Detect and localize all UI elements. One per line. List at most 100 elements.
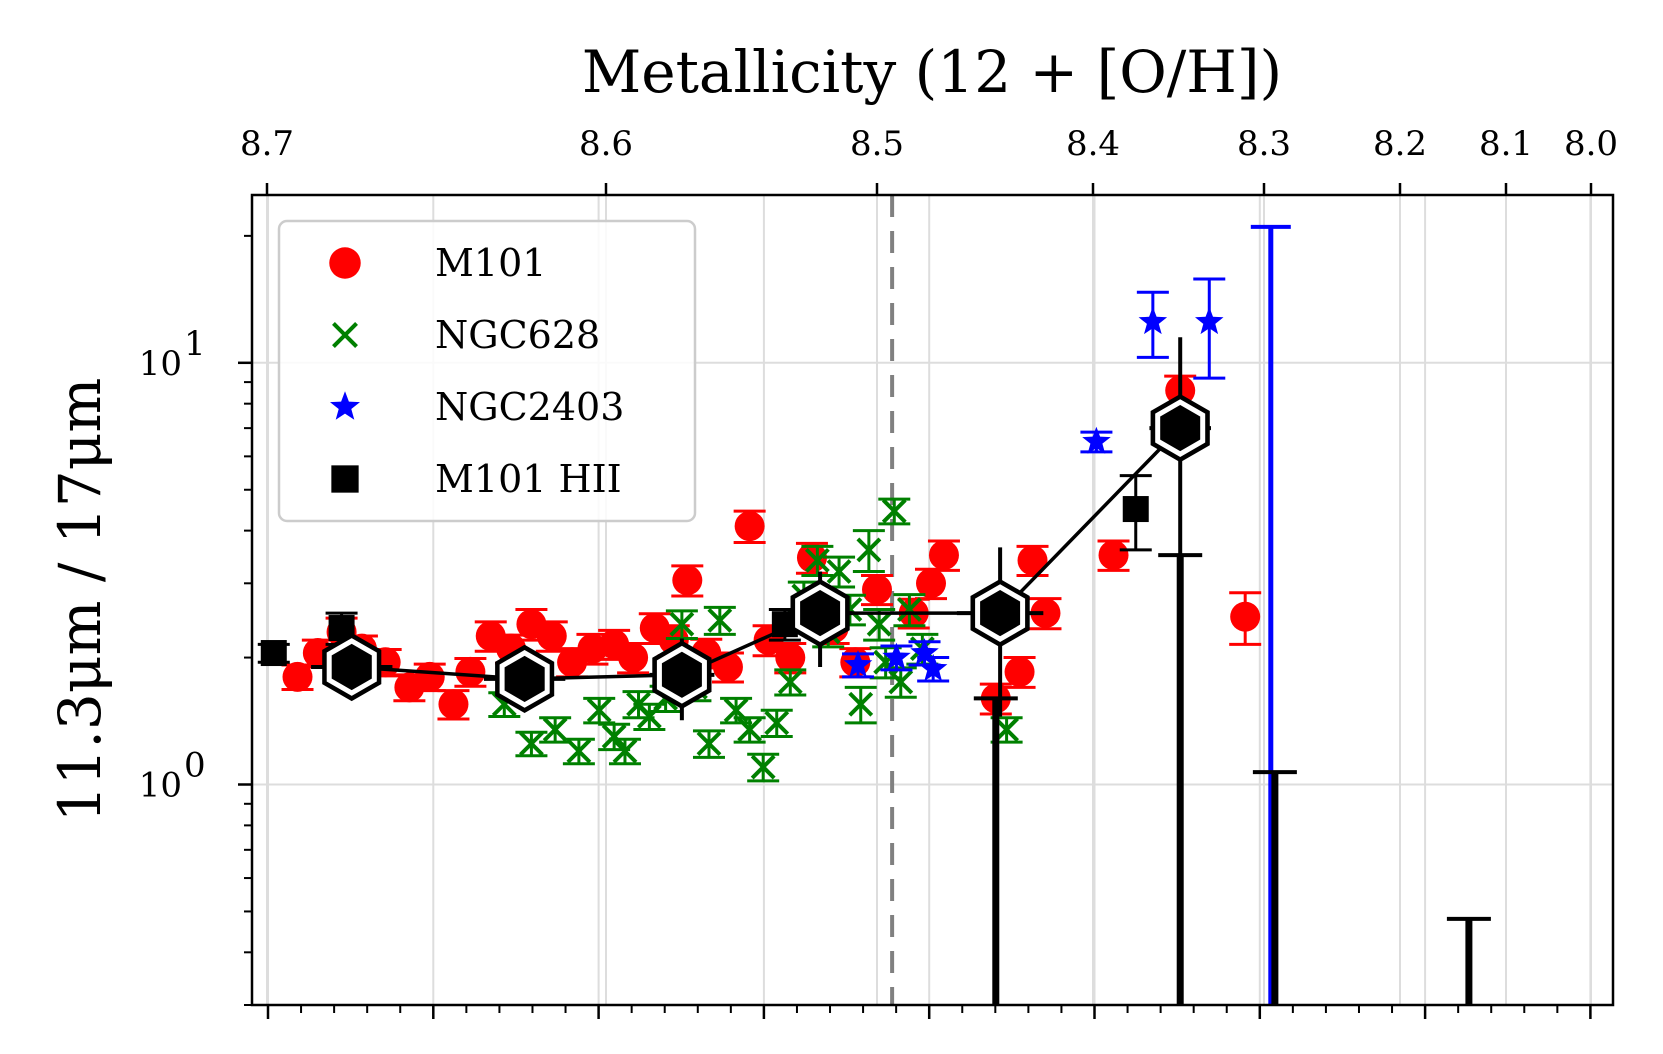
data-point-x xyxy=(856,537,882,563)
data-point-circle xyxy=(1004,656,1035,687)
legend-box xyxy=(277,219,697,523)
x-tick-label: 8.0 xyxy=(1564,124,1618,164)
legend-label: M101 xyxy=(435,241,546,285)
x-stroke xyxy=(804,547,830,573)
data-point-x xyxy=(764,710,790,736)
data-point-circle xyxy=(414,661,445,692)
data-point-circle xyxy=(1030,598,1061,629)
data-point-circle xyxy=(862,574,892,605)
binned-hexagon-ring xyxy=(326,638,377,696)
x-stroke xyxy=(696,731,722,757)
data-layer xyxy=(257,224,1491,1005)
data-point-star xyxy=(1138,306,1168,335)
x-tick-label: 8.7 xyxy=(240,124,294,164)
error-bar-ngc2403-extended xyxy=(1250,224,1291,1005)
x-stroke xyxy=(866,611,892,637)
x-stroke xyxy=(519,731,544,757)
data-point-x xyxy=(750,754,776,780)
legend: M101 NGC628 NGC2403 M101 HII xyxy=(277,219,697,523)
x-tick-label: 8.1 xyxy=(1479,124,1533,164)
x-tick-label: 8.6 xyxy=(579,124,633,164)
x-tick-label: 8.2 xyxy=(1373,124,1427,164)
x-stroke xyxy=(601,724,627,749)
x-stroke xyxy=(750,754,776,780)
data-point-star xyxy=(910,638,939,666)
upper-limit xyxy=(973,696,1018,1005)
x-stroke xyxy=(669,611,695,637)
data-point-x xyxy=(826,559,852,584)
error-bar xyxy=(1193,277,1226,380)
data-point-circle xyxy=(712,651,743,682)
data-point-circle xyxy=(1017,545,1048,576)
x-stroke xyxy=(737,717,763,742)
y-tick-label: 10 xyxy=(139,344,182,384)
data-point-x xyxy=(896,597,922,622)
data-point-x xyxy=(586,697,612,723)
data-point-square xyxy=(260,640,287,667)
data-point-circle xyxy=(1098,540,1129,571)
data-point-star xyxy=(330,391,360,420)
x-tick-label: 8.4 xyxy=(1066,124,1120,164)
data-point-circle xyxy=(329,247,361,279)
x-stroke xyxy=(848,691,874,717)
legend-entry: M101 xyxy=(329,241,546,285)
x-stroke xyxy=(542,717,568,742)
data-point-star xyxy=(918,653,948,681)
legend-entry: NGC2403 xyxy=(330,385,624,429)
x-stroke xyxy=(881,498,907,524)
upper-limit xyxy=(1446,916,1491,1005)
y-tick-exponent: 0 xyxy=(184,746,206,786)
data-point-x xyxy=(519,731,544,757)
plot-frame xyxy=(250,193,1615,1007)
binned-hexagon-ring xyxy=(975,584,1026,642)
y-axis-title: 11.3μm / 17μm xyxy=(46,378,114,823)
x-stroke xyxy=(707,607,733,633)
data-point-x xyxy=(332,322,358,348)
data-point-circle xyxy=(282,661,313,692)
data-point-circle xyxy=(672,565,703,596)
data-point-x xyxy=(612,738,638,764)
data-point-circle xyxy=(916,568,946,599)
data-point-square xyxy=(331,465,359,493)
legend-entry: M101 HII xyxy=(331,457,622,501)
y-tick-label: 10 xyxy=(139,766,182,806)
x-stroke xyxy=(826,559,852,584)
data-point-star xyxy=(1195,306,1224,335)
binned-point xyxy=(1149,337,1211,617)
data-point-star xyxy=(843,650,873,678)
binned-point xyxy=(787,571,853,667)
data-point-circle xyxy=(438,689,469,720)
data-point-x xyxy=(707,607,733,633)
data-point-x xyxy=(777,669,803,695)
data-point-x xyxy=(542,717,568,742)
series-binned xyxy=(311,337,1211,721)
x-stroke xyxy=(888,669,914,695)
x-stroke xyxy=(856,537,882,563)
binned-hexagon-ring xyxy=(795,584,846,642)
data-point-circle xyxy=(618,642,649,673)
x-stroke xyxy=(896,597,922,622)
binned-point xyxy=(956,547,1044,717)
data-point-x xyxy=(601,724,627,749)
binned-point xyxy=(483,644,566,714)
data-point-x xyxy=(888,669,914,695)
binned-hexagon-ring xyxy=(656,645,707,704)
legend-entry: NGC628 xyxy=(332,313,600,357)
x-stroke xyxy=(612,738,638,764)
binned-hexagon-ring xyxy=(1155,399,1206,457)
x-stroke xyxy=(777,669,803,695)
data-point-circle xyxy=(928,540,959,571)
data-point-square xyxy=(1122,496,1149,523)
data-point-x xyxy=(737,717,763,742)
data-point-star xyxy=(1082,426,1111,454)
series-ngc2403 xyxy=(842,277,1226,683)
x-stroke xyxy=(764,710,790,736)
upper-limit xyxy=(1158,553,1203,1005)
x-stroke xyxy=(566,738,592,764)
x-stroke xyxy=(332,322,358,348)
data-point-x xyxy=(669,611,695,637)
data-point-circle xyxy=(455,656,486,687)
data-point-x xyxy=(696,731,722,757)
x-stroke xyxy=(723,697,749,723)
